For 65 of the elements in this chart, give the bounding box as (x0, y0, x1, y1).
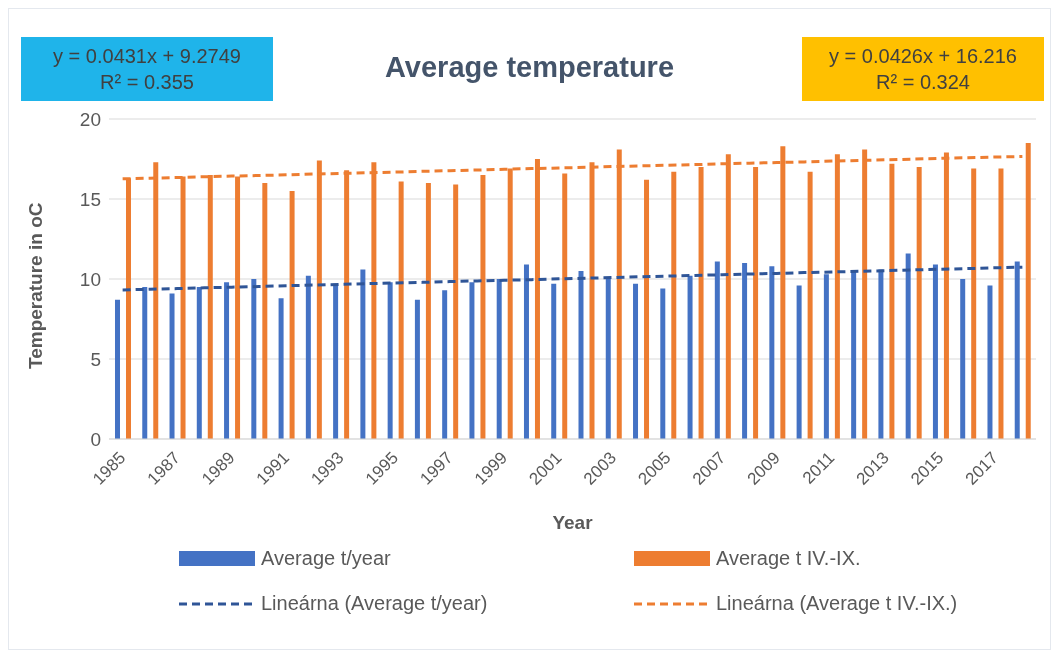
bar (753, 167, 759, 439)
bar (960, 279, 966, 439)
chart-title: Average temperature (384, 51, 675, 83)
bar (578, 271, 584, 439)
bar (807, 171, 813, 439)
legend-label: Lineárna (Average t/year) (261, 592, 488, 615)
y-tick-label: 10 (79, 268, 101, 290)
y-tick-label: 0 (90, 428, 101, 450)
bar (823, 274, 829, 439)
bar (496, 279, 502, 439)
bar (398, 181, 404, 439)
bar (414, 299, 420, 439)
bar (905, 253, 911, 439)
bar (889, 163, 895, 439)
bar (971, 168, 977, 439)
bar (425, 183, 431, 439)
bar (932, 264, 938, 439)
bar (251, 279, 257, 439)
bar (523, 264, 529, 439)
bar (769, 266, 775, 439)
bar (605, 277, 611, 439)
text: y = 0.0431x + 9.2749 R² = 0.355 (52, 44, 242, 95)
bar (289, 191, 295, 439)
bar (305, 275, 311, 439)
bar (987, 285, 993, 439)
bar (687, 275, 693, 439)
bar (1025, 143, 1031, 439)
y-tick-label: 5 (90, 348, 101, 370)
bar (660, 288, 666, 439)
bar (262, 183, 268, 439)
bar (916, 167, 922, 439)
bar (562, 173, 568, 439)
line-series (121, 265, 1024, 292)
y-axis-title: Temperature in oC (24, 202, 46, 369)
bar (1014, 261, 1020, 439)
x-axis-title: Year (552, 512, 594, 533)
bar (796, 285, 802, 439)
legend-label: Lineárna (Average t IV.-IX.) (716, 592, 958, 615)
legend-label: Average t/year (261, 547, 391, 570)
bar (480, 175, 486, 439)
bar (169, 293, 175, 439)
bar (551, 283, 557, 439)
bar (142, 287, 148, 439)
bar (453, 184, 459, 439)
bar (469, 282, 475, 439)
bar (633, 283, 639, 439)
bar (115, 299, 120, 439)
bar (742, 263, 748, 439)
bar (878, 269, 884, 439)
bar (224, 282, 230, 439)
bar (714, 261, 720, 439)
bar (278, 298, 284, 439)
bar (644, 179, 650, 439)
bar (360, 269, 366, 439)
bar (442, 290, 448, 439)
bar (671, 171, 677, 439)
bar (998, 168, 1004, 439)
bar (196, 287, 202, 439)
legend-label: Average t IV.-IX. (716, 547, 861, 570)
bar (333, 283, 339, 439)
text: y = 0.0426x + 16.216 R² = 0.324 (828, 44, 1018, 95)
bar (851, 271, 857, 439)
bar (387, 282, 393, 439)
y-tick-label: 20 (79, 108, 101, 130)
y-tick-label: 15 (79, 188, 101, 210)
